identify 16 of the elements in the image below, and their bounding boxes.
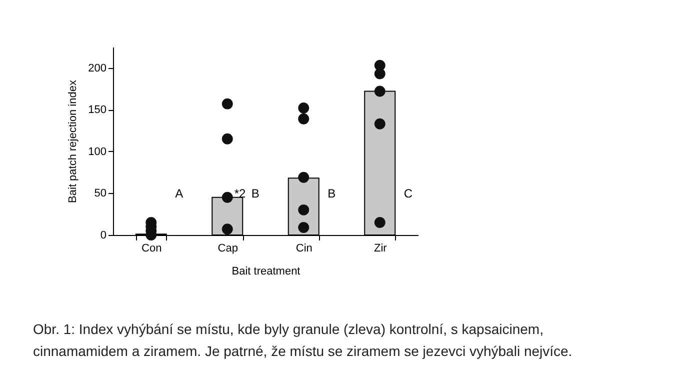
- text: Obr. 1: Index vyhýbání se místu, kde byly granule (zleva) kontrolní, s kapsaicinem, cinnamamidem a ziramem. Je patrné, že místu se ziramem se jezevci vyhýbali nejvíce.: [33, 321, 572, 359]
- y-tick-label: 50: [94, 188, 106, 200]
- x-tick-label: Cin: [296, 242, 312, 254]
- x-tick-label: Zir: [374, 242, 388, 254]
- annotation: A: [175, 186, 184, 201]
- x-tick-label: Cap: [218, 242, 238, 254]
- y-axis-title: Bait patch rejection index: [67, 80, 80, 203]
- x-axis-title: Bait treatment: [232, 266, 300, 278]
- annotation: B: [251, 186, 260, 201]
- y-tick-label: 200: [88, 62, 106, 74]
- annotation: B: [328, 186, 336, 201]
- y-tick-label: 150: [88, 104, 106, 116]
- y-tick-label: 0: [100, 230, 106, 242]
- annotation: C: [404, 186, 413, 201]
- x-tick-label: Con: [142, 242, 162, 254]
- y-tick-label: 100: [88, 146, 106, 158]
